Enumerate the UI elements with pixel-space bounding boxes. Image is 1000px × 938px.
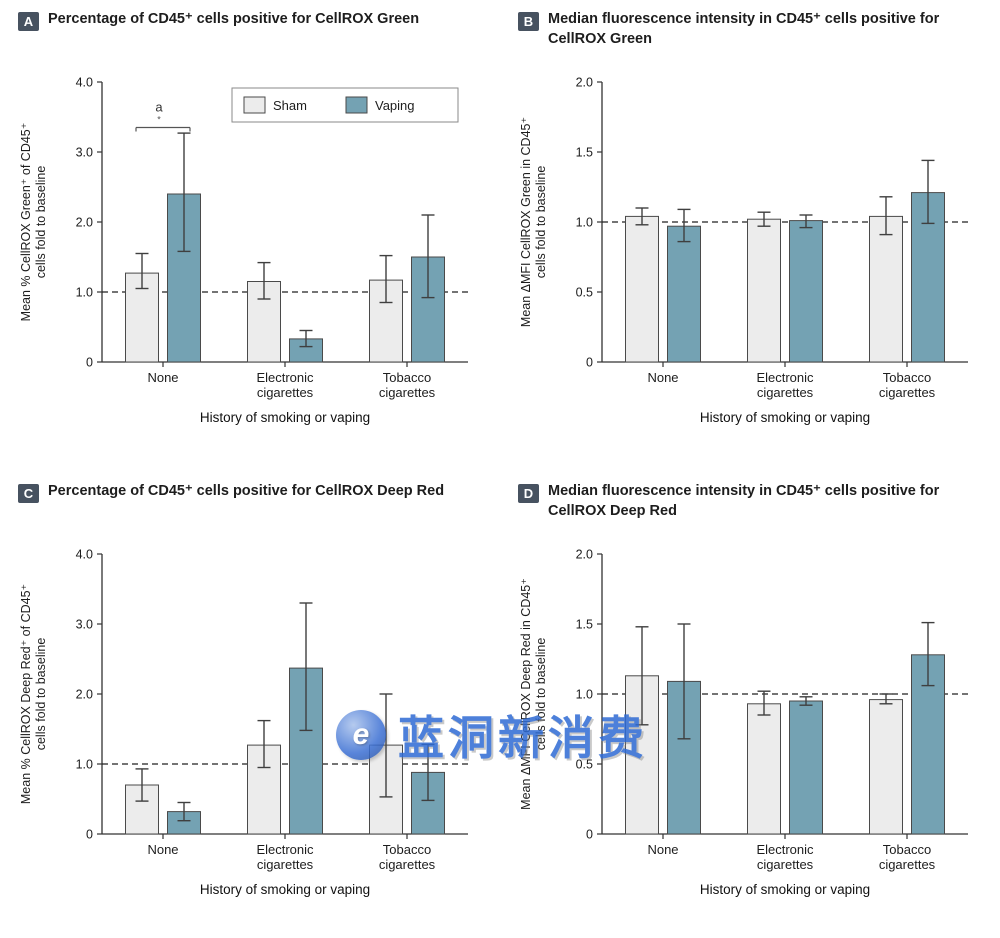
panel-c-header: C Percentage of CD45⁺ cells positive for… <box>16 482 500 538</box>
y-axis-label-line: Mean % CellROX Deep Red⁺ of CD45⁺ <box>19 584 33 804</box>
svg-text:0: 0 <box>86 356 93 370</box>
bar-vaping-cat1 <box>789 220 823 363</box>
svg-text:0.5: 0.5 <box>576 286 593 300</box>
svg-text:1.0: 1.0 <box>76 286 93 300</box>
x-category-label: cigarettes <box>757 857 814 872</box>
panel-a-header: A Percentage of CD45⁺ cells positive for… <box>16 10 500 66</box>
chart-svg: Mean % CellROX Green⁺ of CD45⁺ cells fold… <box>19 76 468 425</box>
svg-text:*: * <box>157 115 161 125</box>
x-category-label: Electronic <box>256 842 314 857</box>
x-axis-title: History of smoking or vaping <box>700 882 870 897</box>
panel-b: B Median fluorescence intensity in CD45⁺… <box>500 0 1000 472</box>
bar-sham-cat2 <box>869 699 903 835</box>
panel-d: D Median fluorescence intensity in CD45⁺… <box>500 472 1000 938</box>
svg-text:2.0: 2.0 <box>76 216 93 230</box>
x-category-label: cigarettes <box>257 857 314 872</box>
chart-svg: Mean ΔMFI CellROX Green in CD45⁺ cells fo… <box>519 76 968 425</box>
x-category-label: None <box>647 842 678 857</box>
x-category-label: cigarettes <box>757 385 814 400</box>
svg-text:4.0: 4.0 <box>76 76 93 90</box>
y-axis-label-line: Mean % CellROX Green⁺ of CD45⁺ <box>19 123 33 322</box>
legend-swatch-vaping <box>345 96 368 114</box>
x-category-label: Tobacco <box>883 370 931 385</box>
panel-label-badge: B <box>518 12 539 31</box>
svg-text:2.0: 2.0 <box>76 688 93 702</box>
y-axis-label-line: Mean ΔMFI CellROX Green in CD45⁺ <box>519 117 533 327</box>
svg-text:1.0: 1.0 <box>76 758 93 772</box>
x-category-label: cigarettes <box>379 385 436 400</box>
panel-title: Median fluorescence intensity in CD45⁺ c… <box>548 483 940 519</box>
y-axis-label-line: Mean ΔMFI CellROX Deep Red in CD45⁺ <box>519 578 533 810</box>
svg-text:1.5: 1.5 <box>576 146 593 160</box>
y-axis-label-line: cells fold to baseline <box>534 166 548 279</box>
panel-label-badge: A <box>18 12 39 31</box>
svg-text:1.0: 1.0 <box>576 216 593 230</box>
chart-svg: Mean ΔMFI CellROX Deep Red in CD45⁺ cells… <box>519 548 968 897</box>
bar-sham-cat1 <box>747 218 781 363</box>
svg-text:1.0: 1.0 <box>576 688 593 702</box>
y-axis-label-line: cells fold to baseline <box>34 638 48 751</box>
x-category-label: Tobacco <box>383 842 431 857</box>
x-category-label: None <box>647 370 678 385</box>
panel-b-header: B Median fluorescence intensity in CD45⁺… <box>516 10 1000 66</box>
panel-title: Percentage of CD45⁺ cells positive for C… <box>48 11 420 27</box>
bar-sham-cat1 <box>747 703 781 835</box>
x-category-label: cigarettes <box>879 857 936 872</box>
y-axis-label-line: cells fold to baseline <box>534 638 548 751</box>
panel-d-header: D Median fluorescence intensity in CD45⁺… <box>516 482 1000 538</box>
legend-label: Sham <box>273 98 307 113</box>
panel-title: Percentage of CD45⁺ cells positive for C… <box>48 483 445 499</box>
x-category-label: Electronic <box>756 842 814 857</box>
x-category-label: Tobacco <box>883 842 931 857</box>
svg-text:2.0: 2.0 <box>576 76 593 90</box>
svg-text:2.0: 2.0 <box>576 548 593 562</box>
y-axis-label-line: cells fold to baseline <box>34 166 48 279</box>
svg-text:0: 0 <box>586 828 593 842</box>
panel-a: A Percentage of CD45⁺ cells positive for… <box>0 0 500 472</box>
x-axis-title: History of smoking or vaping <box>200 410 370 425</box>
x-category-label: None <box>147 370 178 385</box>
bar-vaping-cat0 <box>667 225 701 363</box>
bar-chart-cellrox-green-percent: Mean % CellROX Green⁺ of CD45⁺ cells fold… <box>16 66 500 467</box>
bar-chart-cellrox-deepred-mfi: Mean ΔMFI CellROX Deep Red in CD45⁺ cells… <box>516 538 1000 938</box>
x-axis-title: History of smoking or vaping <box>700 410 870 425</box>
x-category-label: Electronic <box>756 370 814 385</box>
svg-text:4.0: 4.0 <box>76 548 93 562</box>
svg-text:0.5: 0.5 <box>576 758 593 772</box>
svg-text:0: 0 <box>586 356 593 370</box>
x-category-label: cigarettes <box>379 857 436 872</box>
bar-vaping-cat1 <box>789 700 823 835</box>
chart-svg: Mean % CellROX Deep Red⁺ of CD45⁺ cells f… <box>19 548 468 897</box>
significance-label: a <box>155 100 163 115</box>
svg-text:0: 0 <box>86 828 93 842</box>
panel-label-badge: D <box>518 484 539 503</box>
bar-sham-cat0 <box>625 215 659 363</box>
legend-box <box>231 87 459 123</box>
bar-chart-cellrox-green-mfi: Mean ΔMFI CellROX Green in CD45⁺ cells fo… <box>516 66 1000 467</box>
x-category-label: Tobacco <box>383 370 431 385</box>
svg-text:1.5: 1.5 <box>576 618 593 632</box>
svg-text:3.0: 3.0 <box>76 146 93 160</box>
x-axis-title: History of smoking or vaping <box>200 882 370 897</box>
panel-c: C Percentage of CD45⁺ cells positive for… <box>0 472 500 938</box>
x-category-label: cigarettes <box>879 385 936 400</box>
x-category-label: None <box>147 842 178 857</box>
svg-text:3.0: 3.0 <box>76 618 93 632</box>
x-category-label: cigarettes <box>257 385 314 400</box>
panel-title: Median fluorescence intensity in CD45⁺ c… <box>548 11 940 47</box>
bar-vaping-cat0 <box>667 680 701 835</box>
bar-sham-cat2 <box>869 215 903 363</box>
legend-swatch-sham <box>243 96 266 114</box>
x-category-label: Electronic <box>256 370 314 385</box>
bar-chart-cellrox-deepred-percent: Mean % CellROX Deep Red⁺ of CD45⁺ cells f… <box>16 538 500 938</box>
legend-label: Vaping <box>375 98 415 113</box>
panel-label-badge: C <box>18 484 39 503</box>
